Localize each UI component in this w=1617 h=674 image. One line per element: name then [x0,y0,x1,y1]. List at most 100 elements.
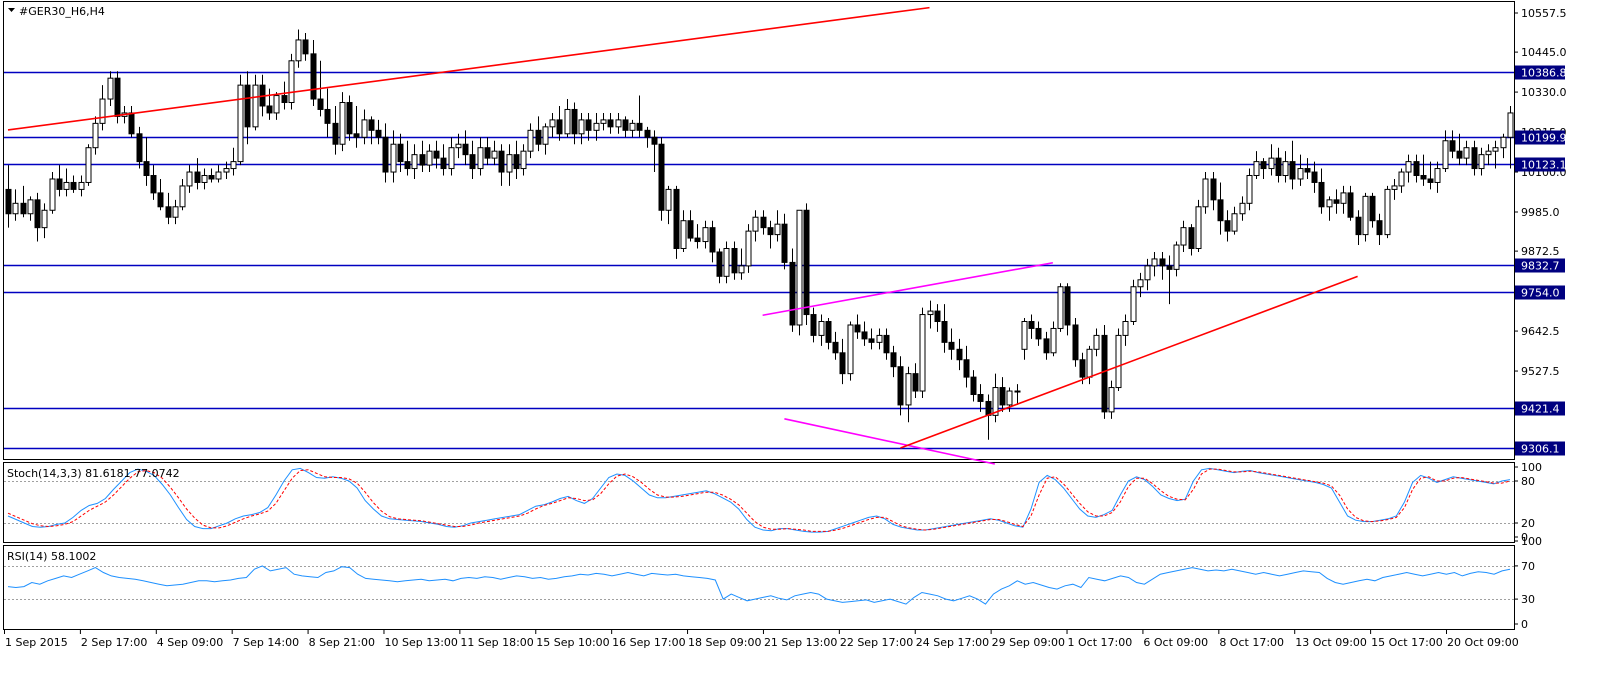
candle [585,112,592,141]
candle-body [847,324,854,375]
candle-body [201,175,208,183]
candle-body [585,119,592,131]
candle [339,92,346,152]
candle-body [774,223,781,236]
candle [1362,192,1369,242]
candle-body [1326,199,1333,208]
candle [484,137,491,166]
candle-body [934,310,941,323]
candle-body [92,122,99,149]
candle [506,144,513,186]
candle-body [1500,136,1507,149]
indicator-tick-label: 100 [1521,461,1542,474]
candle [854,314,861,339]
horizontal-levels[interactable] [4,71,1514,450]
y-tick-label: 9527.5 [1521,365,1560,378]
candle-body [1072,324,1079,361]
candle [281,81,288,110]
candle-body [107,77,114,100]
candle [448,137,455,176]
candle [136,126,143,169]
candle-body [709,227,716,253]
candle-body [1333,199,1340,204]
candle-body [535,129,542,145]
candle-body [600,119,607,124]
candle-body [1289,161,1296,180]
trendline [7,6,930,131]
candle-body [571,108,578,135]
candle [774,210,781,242]
candle [861,321,868,346]
candle [818,314,825,346]
candle [150,165,157,200]
candle-body [1239,202,1246,215]
candle-body [136,133,143,163]
candle-body [789,261,796,326]
candle [419,140,426,173]
candle [1035,321,1042,346]
candle [716,248,723,284]
candle [237,74,244,166]
candle-body [897,366,904,406]
candle-body [941,321,948,343]
candle [520,144,527,176]
candle-body [622,119,629,131]
indicator-tick-label: 0 [1521,531,1528,544]
candle-body [948,341,955,350]
level-tag-bg [1515,285,1565,300]
candle [215,165,222,183]
candle [702,220,709,249]
x-tick-label: 29 Sep 09:00 [992,636,1065,649]
candle-body [368,119,375,131]
candle-body [1195,206,1202,250]
trendlines[interactable] [7,6,1358,465]
indicator-tick-label: 100 [1521,535,1542,548]
candle-body [20,202,27,215]
candle-body [324,108,331,124]
candle-body [992,387,999,416]
candle-body [404,161,411,170]
candle [1246,168,1253,211]
candle [1188,224,1195,256]
candle-body [49,178,56,211]
candle [680,210,687,252]
candle [890,345,897,378]
candle-body [912,373,919,392]
candle [542,123,549,155]
candle [658,137,665,221]
candle-body [172,206,179,218]
candle-body [796,209,803,326]
collapse-triangle-icon[interactable] [8,8,15,12]
candle-body [927,310,934,316]
candle [201,168,208,190]
x-tick-label: 22 Sep 17:00 [840,636,913,649]
candle-body [1391,185,1398,190]
candle-body [157,192,164,208]
x-tick-label: 2 Sep 17:00 [81,636,147,649]
candle [731,241,738,280]
candle-body [1043,338,1050,354]
candle-body [919,314,926,392]
candle-body [868,338,875,343]
candle-body [128,112,135,135]
candle-body [1449,140,1456,152]
candle-body [27,199,34,215]
candle [295,29,302,68]
candle-body [150,175,157,194]
candle [1064,283,1071,336]
candle-body [999,387,1006,406]
candle-body [448,147,455,170]
candle-body [1463,147,1470,159]
candle [78,175,85,197]
indicator-tick-label: 80 [1521,475,1535,488]
candle-body [85,147,92,183]
trendline [784,418,995,465]
candle-body [440,157,447,170]
candle-body [244,84,251,128]
level-tag-label: 9832.7 [1521,260,1560,273]
candle-body [731,248,738,274]
candle [1122,314,1129,346]
candle [1130,279,1137,325]
candle-body [1101,334,1108,413]
